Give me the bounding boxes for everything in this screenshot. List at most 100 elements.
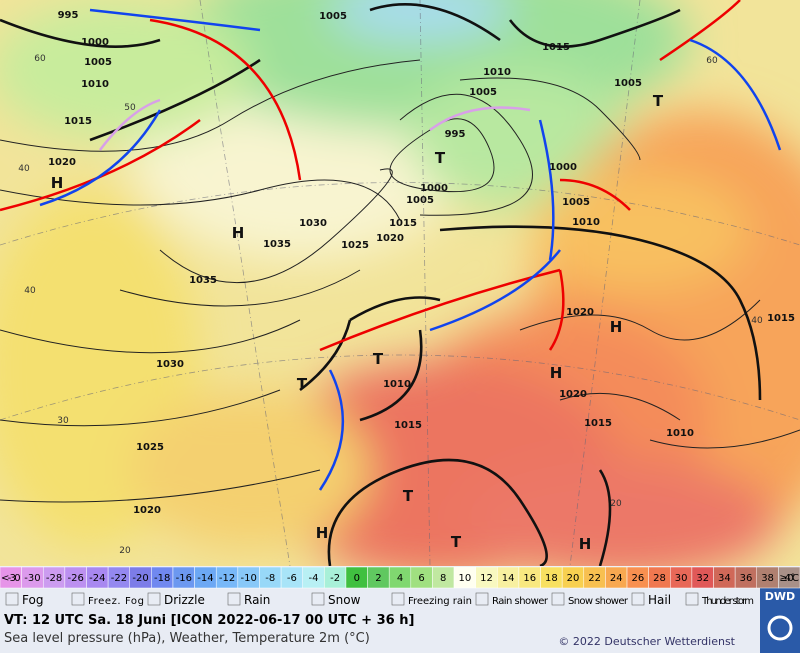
colorbar-label: 12 bbox=[480, 573, 493, 584]
legend-icon bbox=[475, 592, 489, 606]
colorbar-label: -20 bbox=[132, 573, 148, 584]
copyright: © 2022 Deutscher Wetterdienst bbox=[558, 635, 735, 648]
colorbar-label: -16 bbox=[176, 573, 192, 584]
isobar-label: 1010 bbox=[383, 379, 411, 390]
colorbar-label: 22 bbox=[588, 573, 601, 584]
isobar-label: 1005 bbox=[562, 197, 590, 208]
isobar-label: 1025 bbox=[341, 240, 369, 251]
colorbar-label: -12 bbox=[219, 573, 235, 584]
isotherm-label: 40 bbox=[751, 316, 763, 326]
colorbar-label: 24 bbox=[610, 573, 623, 584]
legend-label: Snow shower bbox=[568, 596, 629, 607]
isobar-label: 1020 bbox=[133, 505, 161, 516]
colorbar-label: 14 bbox=[502, 573, 515, 584]
isobar-label: 1015 bbox=[584, 418, 612, 429]
isobar-label: 1025 bbox=[136, 442, 164, 453]
isobar-label: 1005 bbox=[469, 87, 497, 98]
legend-label: Thunder storm bbox=[701, 596, 754, 607]
colorbar-label: <-30 bbox=[1, 573, 21, 584]
colorbar-label: 36 bbox=[740, 573, 753, 584]
isobar-label: 1005 bbox=[84, 57, 112, 68]
legend-label: Freez. Fog bbox=[88, 596, 144, 607]
colorbar-label: 10 bbox=[458, 573, 471, 584]
colorbar-label: 28 bbox=[653, 573, 666, 584]
temperature-field bbox=[0, 0, 800, 566]
pressure-center: H bbox=[550, 364, 563, 382]
valid-time: VT: 12 UTC Sa. 18 Juni [ICON 2022-06-17 … bbox=[4, 613, 414, 628]
colorbar-label: 34 bbox=[718, 573, 731, 584]
isobar-label: 1030 bbox=[299, 218, 327, 229]
colorbar-label: -10 bbox=[240, 573, 256, 584]
legend-label: Fog bbox=[22, 593, 43, 607]
isotherm-label: 40 bbox=[18, 164, 30, 174]
colorbar-label: 18 bbox=[545, 573, 558, 584]
legend-icon bbox=[311, 592, 325, 606]
legend-label: Hail bbox=[648, 593, 671, 607]
isobar-label: 1015 bbox=[64, 116, 92, 127]
isobar-label: 1020 bbox=[559, 389, 587, 400]
isobar-label: 1030 bbox=[156, 359, 184, 370]
colorbar-label: 30 bbox=[675, 573, 688, 584]
isobar-label: 1015 bbox=[542, 42, 570, 53]
legend-label: Freezing rain bbox=[408, 596, 472, 607]
isotherm-label: 20 bbox=[119, 546, 131, 556]
pressure-center: H bbox=[316, 524, 329, 542]
isobar-label: 1010 bbox=[572, 217, 600, 228]
isotherm-label: 20 bbox=[610, 499, 622, 509]
isobar-label: 995 bbox=[445, 129, 466, 140]
colorbar-label: -24 bbox=[89, 573, 105, 584]
colorbar-label: -30 bbox=[24, 573, 40, 584]
isotherm-label: 60 bbox=[34, 54, 46, 64]
isobar-label: 1015 bbox=[394, 420, 422, 431]
colorbar-label: 6 bbox=[418, 573, 424, 584]
colorbar-label: -2 bbox=[330, 573, 340, 584]
colorbar-label: -22 bbox=[111, 573, 127, 584]
pressure-center: T bbox=[297, 375, 308, 393]
isobar-label: 995 bbox=[58, 10, 79, 21]
colorbar-label: 8 bbox=[440, 573, 446, 584]
colorbar-label: 20 bbox=[567, 573, 580, 584]
isotherm-label: 30 bbox=[57, 416, 69, 426]
colorbar-label: -4 bbox=[309, 573, 319, 584]
legend-icon bbox=[685, 592, 699, 606]
isobar-label: 1010 bbox=[666, 428, 694, 439]
colorbar-label: 2 bbox=[375, 573, 381, 584]
isotherm-label: 60 bbox=[706, 56, 718, 66]
colorbar-label: -14 bbox=[197, 573, 213, 584]
pressure-center: H bbox=[579, 535, 592, 553]
isobar-label: 1035 bbox=[263, 239, 291, 250]
colorbar-label: 16 bbox=[523, 573, 536, 584]
legend-icon bbox=[71, 592, 85, 606]
colorbar-label: -6 bbox=[287, 573, 297, 584]
pressure-center: H bbox=[232, 224, 245, 242]
isobar-label: 1005 bbox=[614, 78, 642, 89]
colorbar-label: 4 bbox=[397, 573, 403, 584]
dwd-logo: DWD bbox=[765, 590, 795, 603]
isobar-label: 1010 bbox=[81, 79, 109, 90]
pressure-center: T bbox=[403, 487, 414, 505]
colorbar-label: 38 bbox=[761, 573, 774, 584]
isobar-label: 1035 bbox=[189, 275, 217, 286]
isobar-label: 1000 bbox=[81, 37, 109, 48]
isobar-label: 1020 bbox=[566, 307, 594, 318]
legend-label: Rain bbox=[244, 593, 270, 607]
isobar-label: 1015 bbox=[767, 313, 795, 324]
colorbar-label: ≥40 °C bbox=[779, 573, 799, 584]
isobar-label: 1015 bbox=[389, 218, 417, 229]
colorbar-label: -18 bbox=[154, 573, 170, 584]
legend-icon bbox=[227, 592, 241, 606]
isobar-label: 1010 bbox=[483, 67, 511, 78]
isotherm-label: 40 bbox=[24, 286, 36, 296]
pressure-center: T bbox=[435, 149, 446, 167]
legend-icon bbox=[5, 592, 19, 606]
legend-icon bbox=[391, 592, 405, 606]
legend-label: Rain shower bbox=[492, 596, 549, 607]
legend-label: Drizzle bbox=[164, 593, 205, 607]
colorbar-label: -8 bbox=[265, 573, 275, 584]
pressure-center: T bbox=[373, 350, 384, 368]
legend-label: Snow bbox=[328, 593, 361, 607]
colorbar-label: -26 bbox=[68, 573, 84, 584]
colorbar-label: 32 bbox=[696, 573, 709, 584]
